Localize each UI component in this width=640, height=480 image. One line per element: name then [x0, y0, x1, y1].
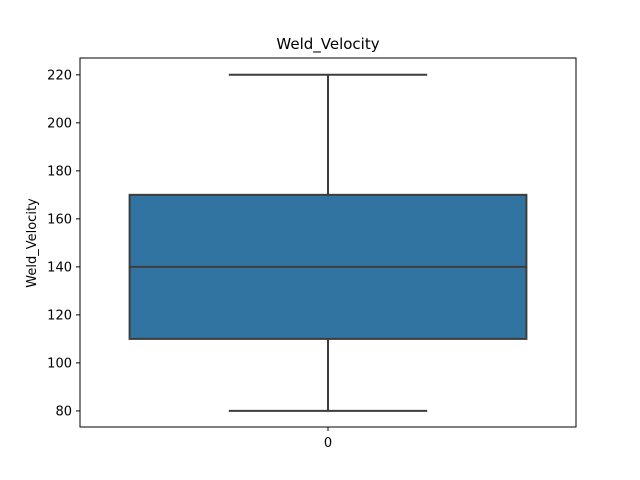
- y-tick-label: 120: [47, 308, 72, 323]
- y-tick-label: 200: [47, 116, 72, 131]
- y-tick-label: 140: [47, 260, 72, 275]
- y-tick-label: 160: [47, 212, 72, 227]
- y-tick-label: 220: [47, 68, 72, 83]
- y-tick-label: 180: [47, 164, 72, 179]
- y-axis-label: Weld_Velocity: [25, 198, 40, 288]
- chart-title: Weld_Velocity: [276, 35, 379, 54]
- y-tick-label: 80: [55, 404, 72, 419]
- plot-frame: [79, 57, 577, 428]
- y-tick-label: 100: [47, 356, 72, 371]
- x-tick-label: 0: [324, 436, 332, 451]
- plot-area: 80 100 120 140 160 180 200 220 0: [47, 68, 528, 451]
